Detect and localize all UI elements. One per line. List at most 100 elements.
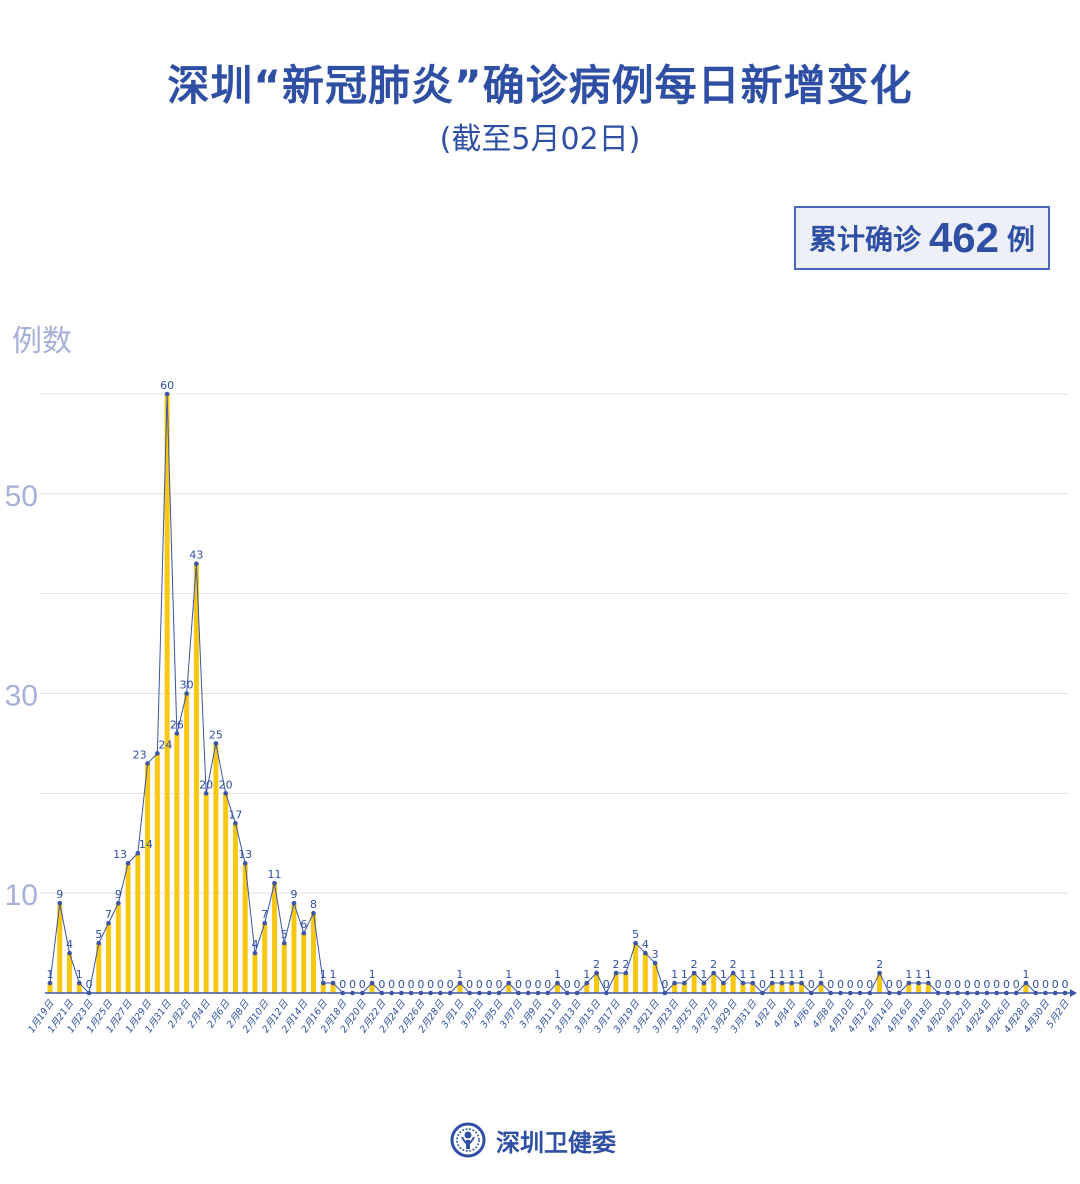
- bar: [555, 983, 560, 993]
- bar: [369, 983, 375, 993]
- data-point: [1033, 990, 1039, 996]
- data-point: [496, 990, 502, 996]
- data-point: [603, 990, 609, 996]
- data-point: [96, 940, 102, 946]
- data-point: [262, 920, 268, 926]
- data-point: [1023, 980, 1029, 986]
- data-point: [67, 950, 72, 956]
- data-label: 0: [1062, 978, 1069, 991]
- data-point: [633, 940, 638, 946]
- data-label: 0: [837, 978, 844, 991]
- data-point: [662, 990, 668, 996]
- data-label: 4: [642, 938, 649, 951]
- data-point: [847, 990, 853, 996]
- data-label: 1: [554, 968, 561, 981]
- bar: [701, 983, 707, 993]
- data-point: [428, 990, 433, 996]
- data-label: 2: [691, 958, 698, 971]
- data-label: 0: [866, 978, 873, 991]
- data-label: 25: [209, 728, 223, 741]
- data-point: [535, 990, 541, 996]
- data-label: 0: [447, 978, 454, 991]
- data-point: [799, 980, 804, 986]
- data-label: 0: [974, 978, 981, 991]
- data-label: 1: [456, 968, 463, 981]
- data-label: 1: [769, 968, 776, 981]
- data-point: [184, 691, 189, 696]
- data-point: [730, 970, 736, 976]
- data-point: [867, 990, 873, 996]
- data-label: 43: [189, 549, 203, 562]
- data-point: [223, 791, 228, 796]
- data-label: 1: [681, 968, 688, 981]
- data-label: 0: [515, 978, 522, 991]
- bar: [681, 983, 687, 993]
- bar: [291, 903, 297, 993]
- data-point: [106, 920, 111, 926]
- data-point: [896, 990, 902, 996]
- data-point: [242, 860, 248, 866]
- data-label: 0: [486, 978, 493, 991]
- bar: [145, 763, 151, 993]
- data-point: [340, 990, 346, 996]
- data-label: 0: [983, 978, 990, 991]
- total-unit: 例: [1007, 223, 1036, 256]
- data-point: [291, 900, 297, 906]
- data-point: [721, 980, 726, 986]
- data-point: [808, 990, 814, 996]
- data-label: 2: [730, 958, 737, 971]
- data-label: 3: [652, 948, 659, 961]
- data-label: 1: [739, 968, 746, 981]
- bar: [740, 983, 746, 993]
- data-point: [418, 990, 424, 996]
- data-point: [906, 980, 912, 986]
- data-point: [984, 990, 990, 996]
- data-label: 0: [534, 978, 541, 991]
- bar: [672, 983, 678, 993]
- data-label: 2: [622, 958, 629, 971]
- data-label: 0: [417, 978, 424, 991]
- data-label: 20: [199, 778, 213, 791]
- bar: [47, 983, 53, 993]
- data-point: [350, 990, 355, 996]
- bar: [281, 943, 287, 993]
- data-label: 9: [56, 888, 63, 901]
- data-label: 0: [964, 978, 971, 991]
- bar: [271, 883, 277, 993]
- data-label: 0: [827, 978, 834, 991]
- data-label: 0: [378, 978, 385, 991]
- bar: [789, 983, 795, 993]
- bar: [164, 394, 170, 993]
- bar: [711, 973, 717, 993]
- chart-title: 深圳“新冠肺炎”确诊病例每日新增变化: [167, 61, 913, 110]
- bar: [154, 753, 160, 993]
- data-point: [672, 980, 677, 986]
- bar: [174, 733, 180, 993]
- data-label: 5: [281, 928, 288, 941]
- data-point: [789, 980, 795, 986]
- data-label: 0: [544, 978, 551, 991]
- bar: [76, 983, 82, 993]
- bar: [203, 793, 209, 993]
- data-point: [760, 990, 765, 996]
- data-label: 1: [76, 968, 83, 981]
- data-point: [330, 980, 336, 986]
- data-label: 0: [1013, 978, 1020, 991]
- bar: [106, 923, 112, 993]
- data-point: [389, 990, 394, 996]
- data-point: [164, 391, 170, 397]
- data-label: 23: [133, 748, 147, 761]
- data-label: 1: [905, 968, 912, 981]
- bar: [320, 983, 326, 993]
- data-label: 0: [466, 978, 473, 991]
- data-point: [926, 980, 931, 986]
- data-point: [711, 970, 716, 976]
- daily-cases-chart: 1030501941057913142324602630432025201713…: [5, 379, 1077, 1035]
- data-label: 2: [613, 958, 620, 971]
- data-label: 0: [388, 978, 395, 991]
- x-axis-arrow-icon: [1070, 989, 1077, 997]
- data-label: 0: [359, 978, 366, 991]
- data-point: [965, 990, 970, 996]
- health-commission-emblem-icon: [450, 1122, 486, 1158]
- bar: [57, 903, 63, 993]
